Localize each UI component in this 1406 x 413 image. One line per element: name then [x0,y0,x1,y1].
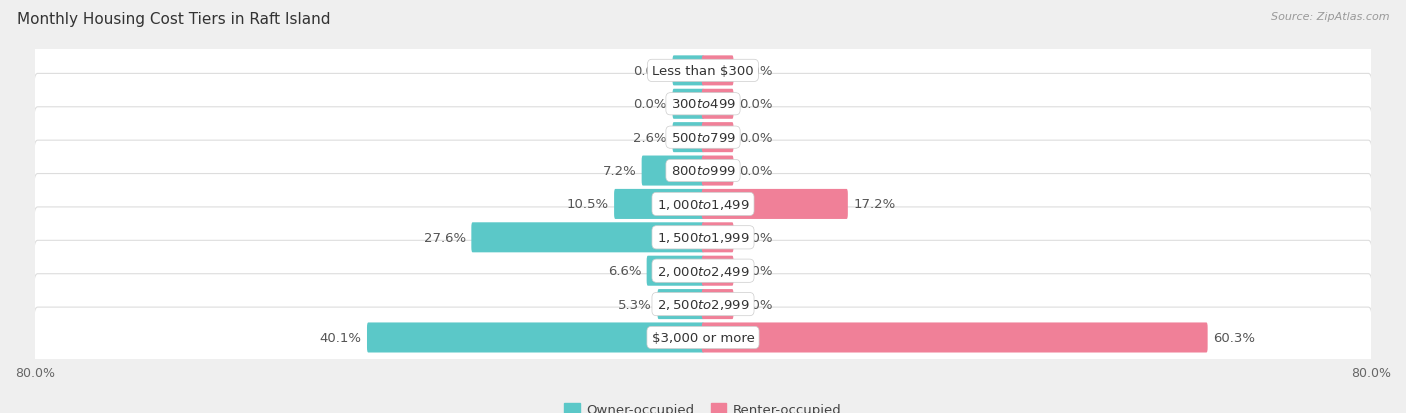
Text: 0.0%: 0.0% [740,231,772,244]
Text: 0.0%: 0.0% [634,65,666,78]
FancyBboxPatch shape [34,241,1372,301]
Text: $3,000 or more: $3,000 or more [651,331,755,344]
Text: Less than $300: Less than $300 [652,65,754,78]
Text: 0.0%: 0.0% [740,165,772,178]
FancyBboxPatch shape [702,90,734,119]
Text: 0.0%: 0.0% [634,98,666,111]
FancyBboxPatch shape [672,90,704,119]
FancyBboxPatch shape [647,256,704,286]
FancyBboxPatch shape [672,56,704,86]
Text: $500 to $799: $500 to $799 [671,131,735,144]
FancyBboxPatch shape [34,74,1372,135]
FancyBboxPatch shape [34,207,1372,268]
Text: 27.6%: 27.6% [423,231,465,244]
Text: $2,500 to $2,999: $2,500 to $2,999 [657,297,749,311]
Text: Monthly Housing Cost Tiers in Raft Island: Monthly Housing Cost Tiers in Raft Islan… [17,12,330,27]
FancyBboxPatch shape [702,223,734,253]
FancyBboxPatch shape [34,141,1372,202]
Text: 0.0%: 0.0% [740,265,772,278]
Text: 60.3%: 60.3% [1213,331,1256,344]
FancyBboxPatch shape [471,223,704,253]
FancyBboxPatch shape [641,156,704,186]
FancyBboxPatch shape [367,323,704,353]
Text: 7.2%: 7.2% [602,165,636,178]
Text: 0.0%: 0.0% [740,65,772,78]
Text: 6.6%: 6.6% [607,265,641,278]
FancyBboxPatch shape [614,190,704,219]
FancyBboxPatch shape [34,174,1372,235]
Text: 2.6%: 2.6% [634,131,666,144]
FancyBboxPatch shape [34,107,1372,168]
FancyBboxPatch shape [702,190,848,219]
FancyBboxPatch shape [702,290,734,319]
FancyBboxPatch shape [702,123,734,153]
Text: $1,500 to $1,999: $1,500 to $1,999 [657,231,749,245]
FancyBboxPatch shape [702,56,734,86]
FancyBboxPatch shape [34,274,1372,335]
Text: $1,000 to $1,499: $1,000 to $1,499 [657,197,749,211]
FancyBboxPatch shape [702,323,1208,353]
FancyBboxPatch shape [672,123,704,153]
Legend: Owner-occupied, Renter-occupied: Owner-occupied, Renter-occupied [560,397,846,413]
Text: 0.0%: 0.0% [740,298,772,311]
FancyBboxPatch shape [34,307,1372,368]
FancyBboxPatch shape [702,256,734,286]
Text: $800 to $999: $800 to $999 [671,165,735,178]
FancyBboxPatch shape [702,156,734,186]
Text: 0.0%: 0.0% [740,131,772,144]
Text: 5.3%: 5.3% [619,298,652,311]
Text: Source: ZipAtlas.com: Source: ZipAtlas.com [1271,12,1389,22]
Text: 17.2%: 17.2% [853,198,896,211]
Text: 10.5%: 10.5% [567,198,609,211]
Text: 0.0%: 0.0% [740,98,772,111]
Text: $2,000 to $2,499: $2,000 to $2,499 [657,264,749,278]
Text: $300 to $499: $300 to $499 [671,98,735,111]
FancyBboxPatch shape [658,290,704,319]
FancyBboxPatch shape [34,41,1372,102]
Text: 40.1%: 40.1% [319,331,361,344]
